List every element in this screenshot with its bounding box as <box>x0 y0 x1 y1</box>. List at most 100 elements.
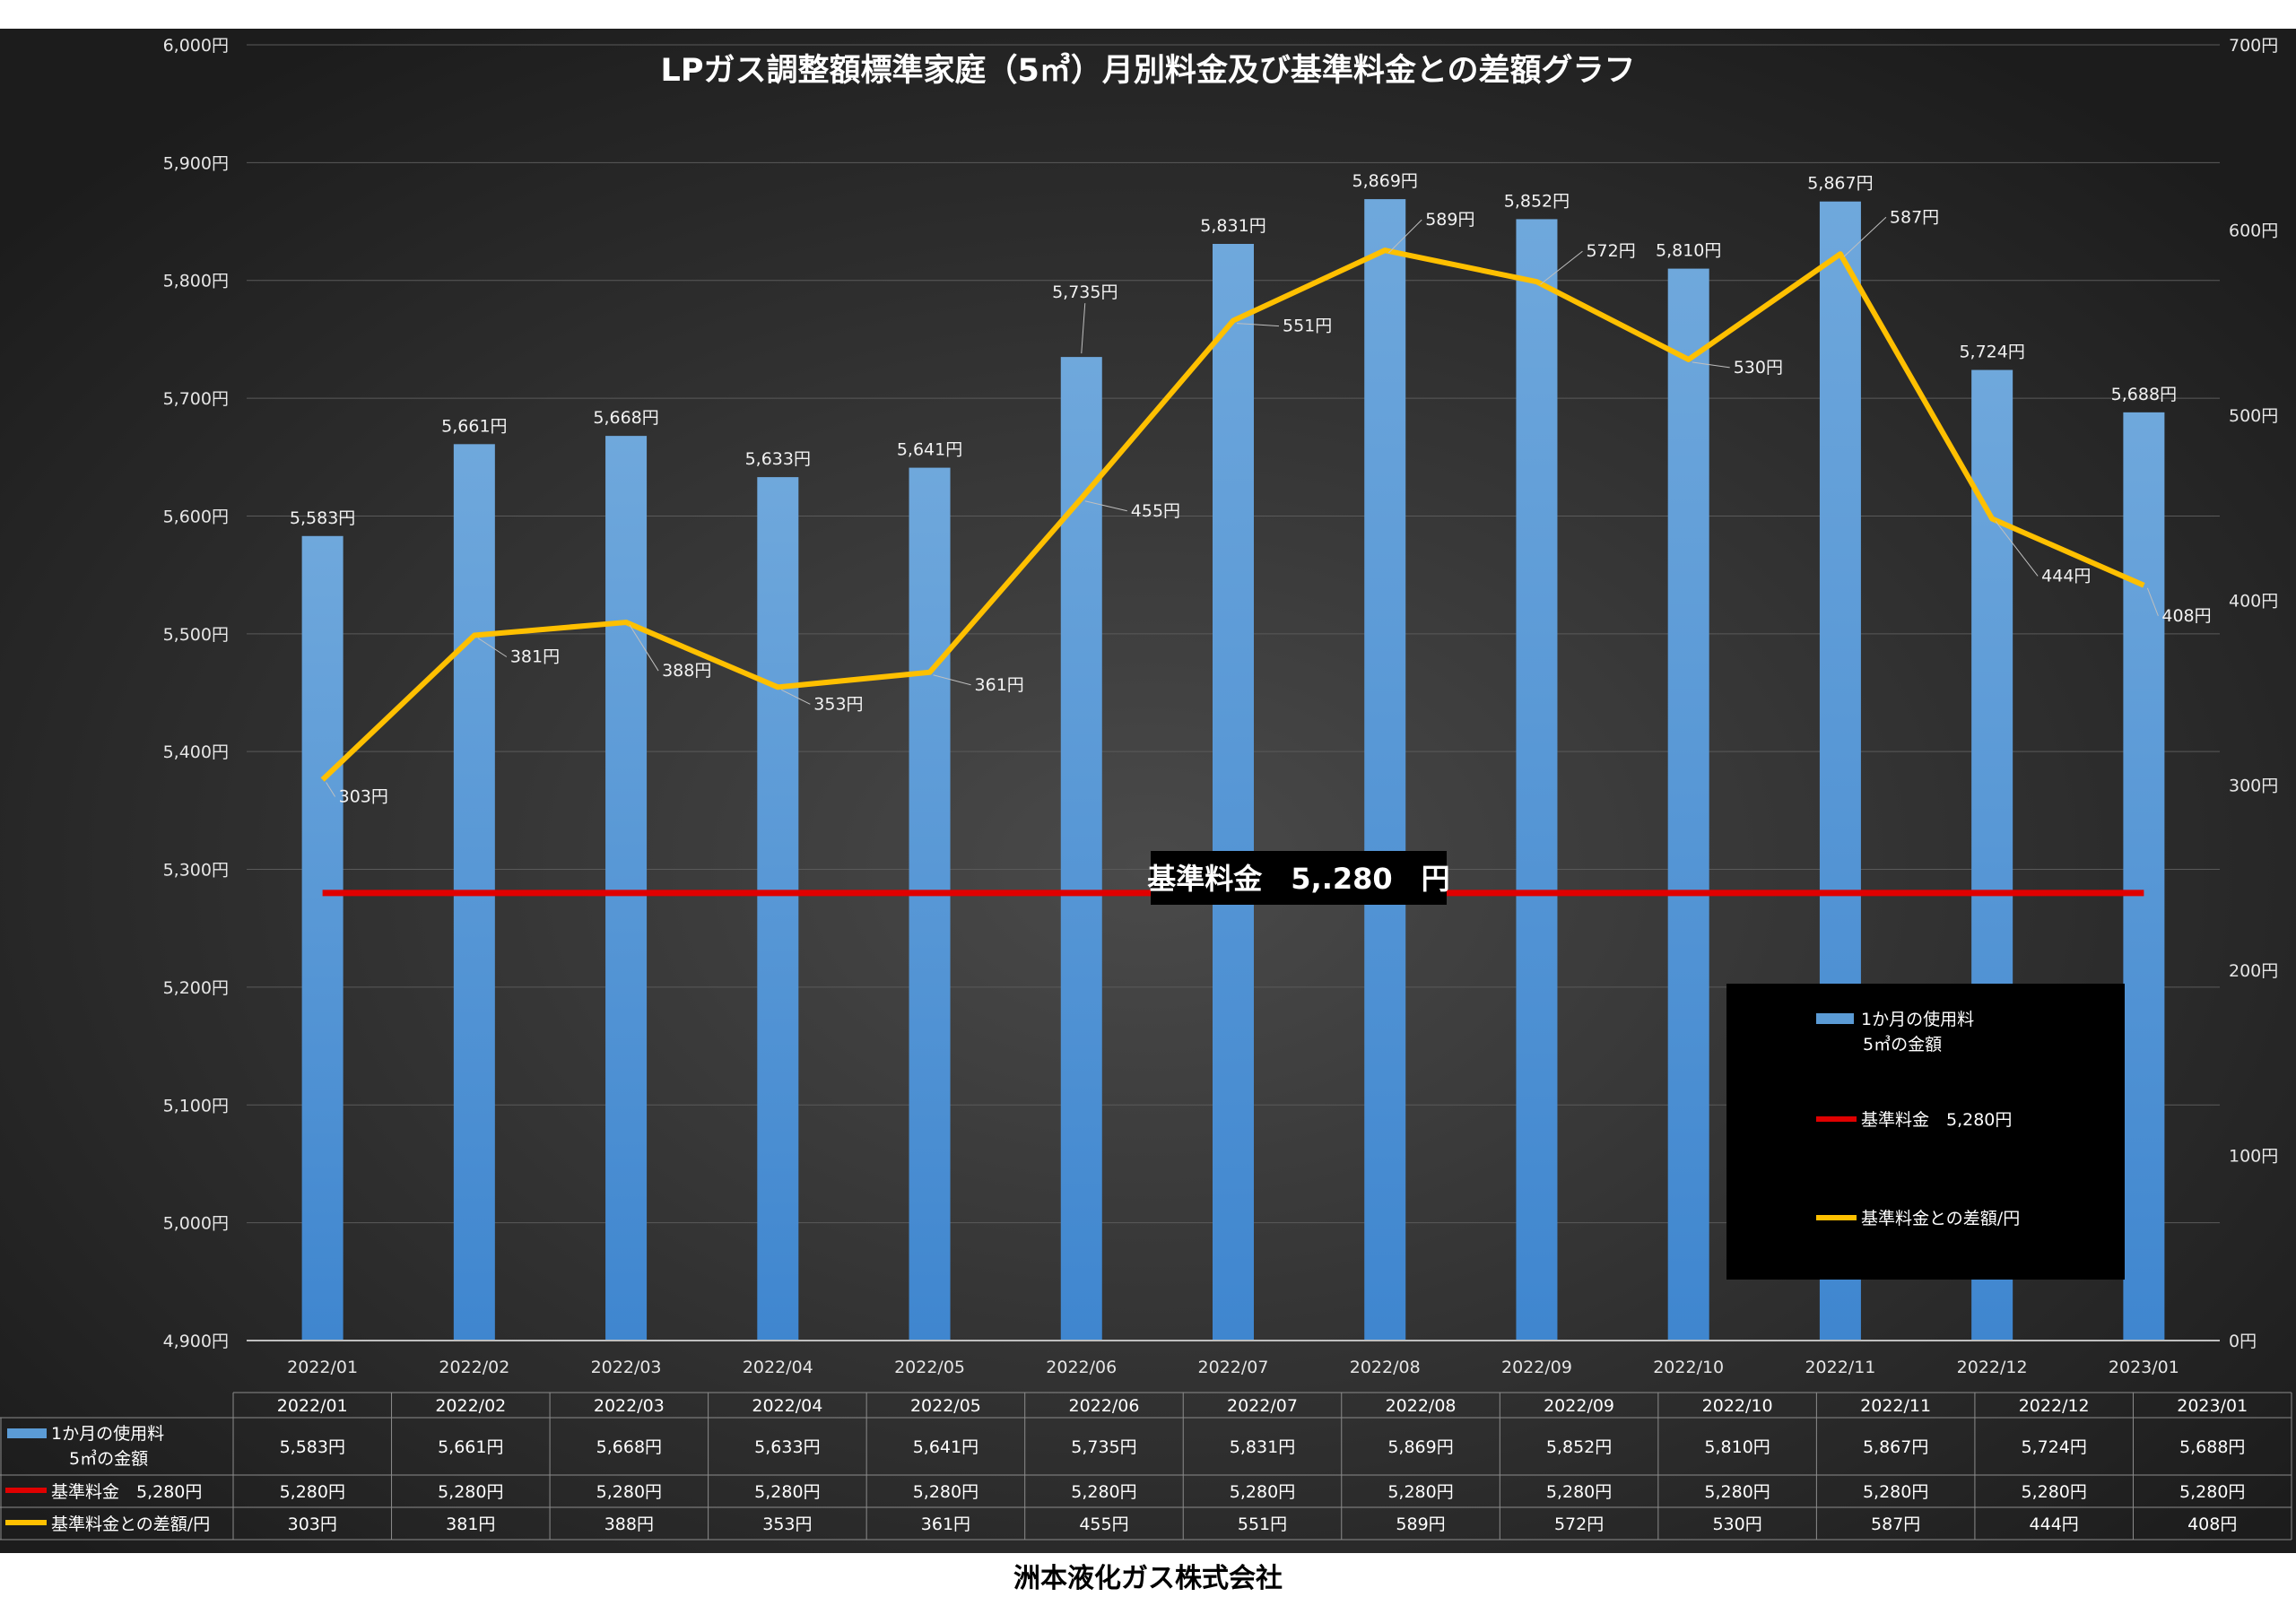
table-row-header: 5㎥の金額 <box>69 1449 148 1469</box>
line-data-label: 587円 <box>1890 207 1939 227</box>
table-cell: 5,280円 <box>280 1482 345 1502</box>
y-tick-label: 4,900円 <box>163 1332 229 1351</box>
table-header-cell: 2022/02 <box>435 1396 506 1416</box>
y-tick-label: 5,700円 <box>163 389 229 409</box>
table-header-cell: 2022/12 <box>2019 1396 2090 1416</box>
bar-data-label: 5,831円 <box>1200 216 1265 236</box>
table-row-header: 基準料金 5,280円 <box>51 1482 202 1502</box>
table-cell: 5,810円 <box>1704 1437 1770 1457</box>
y2-tick-label: 300円 <box>2229 777 2278 796</box>
x-tick-label: 2022/05 <box>894 1358 965 1377</box>
table-cell: 5,852円 <box>1546 1437 1612 1457</box>
company-name: 洲本液化ガス株式会社 <box>1013 1563 1283 1594</box>
table-row-header: 1か月の使用料 <box>51 1424 164 1444</box>
bar <box>1213 244 1254 1341</box>
table-cell: 303円 <box>288 1515 337 1534</box>
table-header-cell: 2022/06 <box>1068 1396 1139 1416</box>
line-data-label: 381円 <box>510 647 560 667</box>
y-tick-label: 5,500円 <box>163 625 229 645</box>
table-cell: 5,280円 <box>754 1482 820 1502</box>
x-tick-label: 2022/02 <box>439 1358 509 1377</box>
chart-title: LPガス調整額標準家庭（5㎥）月別料金及び基準料金との差額グラフ <box>661 52 1636 89</box>
bar-data-label: 5,633円 <box>745 449 811 469</box>
legend-label: 基準料金との差額/円 <box>1861 1209 2020 1228</box>
line-data-label: 530円 <box>1734 358 1783 378</box>
table-header-cell: 2022/10 <box>1702 1396 1773 1416</box>
y-tick-label: 5,600円 <box>163 507 229 526</box>
table-cell: 530円 <box>1712 1515 1761 1534</box>
table-row-header: 基準料金との差額/円 <box>51 1515 210 1534</box>
bar-data-label: 5,661円 <box>441 416 507 436</box>
x-tick-label: 2022/11 <box>1805 1358 1875 1377</box>
table-header-cell: 2022/03 <box>594 1396 665 1416</box>
y-tick-label: 5,400円 <box>163 742 229 762</box>
y2-tick-label: 200円 <box>2229 961 2278 981</box>
x-tick-label: 2022/12 <box>1957 1358 2028 1377</box>
x-tick-label: 2022/03 <box>591 1358 662 1377</box>
legend-swatch <box>1816 1013 1854 1024</box>
y2-tick-label: 100円 <box>2229 1147 2278 1167</box>
line-data-label: 551円 <box>1283 317 1332 336</box>
bar <box>1364 199 1406 1341</box>
line-data-label: 388円 <box>662 661 711 681</box>
series-line-difference <box>320 247 2145 782</box>
table-cell: 589円 <box>1396 1515 1445 1534</box>
table-cell: 5,280円 <box>1071 1482 1136 1502</box>
table-cell: 5,280円 <box>2021 1482 2086 1502</box>
bar <box>1516 219 1558 1341</box>
y2-tick-label: 500円 <box>2229 406 2278 426</box>
legend-label: 5㎥の金額 <box>1863 1035 1942 1055</box>
bar <box>301 535 344 1341</box>
table-cell: 5,280円 <box>1704 1482 1770 1502</box>
leader-line <box>1692 361 1730 369</box>
leader-line <box>1236 323 1280 327</box>
bar-data-label: 5,668円 <box>593 408 658 428</box>
line-data-label: 455円 <box>1131 501 1180 521</box>
leader-line <box>1084 500 1127 512</box>
table-header-cell: 2022/09 <box>1544 1396 1614 1416</box>
bar-data-label: 5,724円 <box>1959 343 2024 362</box>
table-header-cell: 2022/07 <box>1227 1396 1298 1416</box>
table-header-cell: 2022/08 <box>1386 1396 1457 1416</box>
bar <box>2123 412 2165 1341</box>
y2-tick-label: 0円 <box>2229 1332 2257 1351</box>
x-tick-label: 2022/04 <box>743 1358 813 1377</box>
bar-data-label: 5,688円 <box>2111 385 2177 404</box>
table-cell: 5,280円 <box>1230 1482 1295 1502</box>
table-cell: 5,688円 <box>2179 1437 2245 1457</box>
table-cell: 587円 <box>1871 1515 1920 1534</box>
x-tick-label: 2022/09 <box>1501 1358 1572 1377</box>
chart-background <box>0 29 2296 1553</box>
bar-data-label: 5,583円 <box>290 508 355 528</box>
table-cell: 408円 <box>2187 1515 2237 1534</box>
table-cell: 5,724円 <box>2021 1437 2086 1457</box>
legend-label: 基準料金 5,280円 <box>1861 1110 2012 1130</box>
x-tick-label: 2023/01 <box>2109 1358 2179 1377</box>
line-data-label: 303円 <box>339 787 388 807</box>
y-tick-label: 5,100円 <box>163 1096 229 1115</box>
leader-line <box>1387 219 1422 254</box>
leader-line <box>2146 587 2159 616</box>
bar-data-label: 5,867円 <box>1807 174 1873 194</box>
bar-data-label: 5,735円 <box>1052 282 1118 302</box>
y-tick-label: 5,800円 <box>163 272 229 291</box>
annotation-text: 基準料金 5,.280 円 <box>1147 862 1449 896</box>
table-header-cell: 2022/05 <box>910 1396 981 1416</box>
leader-line <box>933 674 971 686</box>
table-cell: 353円 <box>762 1515 812 1534</box>
table-cell: 5,583円 <box>280 1437 345 1457</box>
leader-line <box>1081 303 1086 354</box>
bar <box>1667 268 1709 1341</box>
bar <box>909 467 951 1341</box>
table-cell: 5,661円 <box>438 1437 503 1457</box>
table-cell: 5,280円 <box>1863 1482 1928 1502</box>
table-cell: 361円 <box>921 1515 970 1534</box>
table-header-cell: 2022/04 <box>752 1396 822 1416</box>
table-cell: 444円 <box>2030 1515 2079 1534</box>
legend-box <box>1726 984 2125 1280</box>
y2-tick-label: 700円 <box>2229 36 2278 56</box>
bar-data-label: 5,852円 <box>1504 191 1570 211</box>
leader-line <box>1995 521 2039 577</box>
table-cell: 5,641円 <box>913 1437 978 1457</box>
